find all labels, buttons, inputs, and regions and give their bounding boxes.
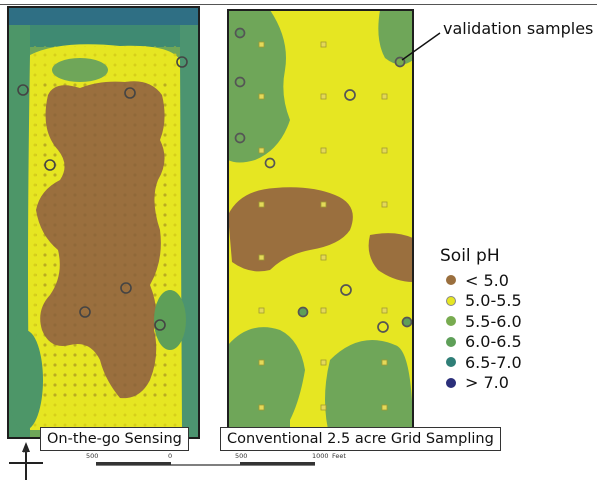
grid-sample-point [320, 404, 327, 411]
validation-sample-marker [234, 27, 246, 39]
grid-sample-points [258, 41, 388, 411]
map-left-green-patch [52, 58, 108, 82]
scale-label-0: 0 [168, 452, 173, 460]
legend-swatch [446, 295, 456, 306]
validation-sample-marker [154, 319, 166, 331]
grid-sample-point [320, 41, 327, 48]
scale-label-500-left: 500 [86, 452, 99, 460]
grid-sample-point [320, 201, 327, 208]
scale-bar-segment [240, 462, 315, 465]
map-on-the-go-sensing [8, 7, 199, 438]
grid-sample-point [381, 93, 388, 100]
validation-sample-marker [79, 306, 91, 318]
legend-label: > 7.0 [465, 373, 509, 393]
legend-item-50-55: 5.0-5.5 [440, 291, 522, 312]
north-arrow-label: N [23, 447, 28, 455]
grid-sample-point [258, 307, 265, 314]
validation-sample-marker [340, 284, 352, 296]
grid-sample-point [258, 404, 265, 411]
map-right-green-bottom-right [325, 340, 413, 438]
legend-swatch [446, 336, 456, 347]
soil-ph-legend: Soil pH < 5.0 5.0-5.5 5.5-6.0 6.0-6.5 6.… [440, 246, 522, 393]
legend-item-60-65: 6.0-6.5 [440, 332, 522, 353]
grid-sample-point [381, 307, 388, 314]
grid-sample-point [258, 254, 265, 261]
legend-item-55-60: 5.5-6.0 [440, 311, 522, 332]
validation-sample-marker [124, 87, 136, 99]
legend-label: 5.5-6.0 [465, 311, 522, 331]
legend-item-lt5: < 5.0 [440, 270, 522, 291]
map-left-green-patch [8, 330, 43, 430]
validation-sample-marker [344, 89, 356, 101]
grid-sample-point [258, 147, 265, 154]
grid-sample-point [381, 359, 388, 366]
scale-bar-segment [96, 462, 171, 465]
north-arrow-head-icon [22, 442, 30, 452]
grid-sample-point [320, 307, 327, 314]
validation-sample-marker [264, 157, 276, 169]
validation-sample-marker [234, 132, 246, 144]
grid-sample-point [320, 254, 327, 261]
map-left-brown-texture [36, 78, 170, 400]
legend-label: 6.5-7.0 [465, 352, 522, 372]
grid-sample-point [320, 93, 327, 100]
validation-sample-markers-left [17, 56, 188, 331]
grid-sample-point [258, 359, 265, 366]
annotation-leader-line [401, 32, 441, 61]
validation-sample-marker [120, 282, 132, 294]
legend-swatch [446, 377, 456, 388]
map-left-top-deep [8, 7, 199, 25]
caption-grid-sampling: Conventional 2.5 acre Grid Sampling [220, 427, 501, 451]
map-grid-sampling [228, 10, 413, 438]
legend-label: 6.0-6.5 [465, 332, 522, 352]
legend-item-65-70: 6.5-7.0 [440, 352, 522, 373]
legend-swatch [446, 357, 456, 368]
grid-sample-point [381, 147, 388, 154]
map-left-right-band [180, 7, 199, 438]
grid-sample-point [381, 404, 388, 411]
legend-title: Soil pH [440, 246, 500, 266]
legend-swatch [446, 275, 456, 286]
scale-label-1000: 1000 [312, 452, 329, 460]
scale-label-500-right: 500 [235, 452, 248, 460]
scale-bar [96, 462, 315, 466]
legend-item-gt7: > 7.0 [440, 373, 522, 394]
map-right-brown-right [368, 233, 413, 282]
validation-sample-marker [297, 306, 309, 318]
map-left-green-patch [154, 290, 186, 350]
validation-sample-marker [377, 321, 389, 333]
scale-label-feet: Feet [332, 452, 346, 460]
map-right-brown-band [228, 187, 353, 272]
grid-sample-point [320, 359, 327, 366]
grid-sample-point [258, 201, 265, 208]
validation-sample-marker [44, 159, 56, 171]
caption-on-the-go-sensing: On-the-go Sensing [40, 427, 189, 451]
validation-sample-marker [401, 316, 413, 328]
map-right-green-top-left [228, 10, 290, 163]
grid-sample-point [258, 93, 265, 100]
grid-sample-point [320, 147, 327, 154]
validation-sample-marker [17, 84, 29, 96]
legend-label: < 5.0 [465, 270, 509, 290]
map-right-green-bottom [228, 327, 305, 438]
validation-samples-annotation: validation samples [443, 19, 594, 38]
validation-sample-marker [176, 56, 188, 68]
validation-sample-marker [234, 76, 246, 88]
legend-swatch [446, 316, 456, 327]
map-right-green-top-right [378, 10, 413, 65]
legend-label: 5.0-5.5 [465, 291, 522, 311]
grid-sample-point [258, 41, 265, 48]
grid-sample-point [381, 201, 388, 208]
